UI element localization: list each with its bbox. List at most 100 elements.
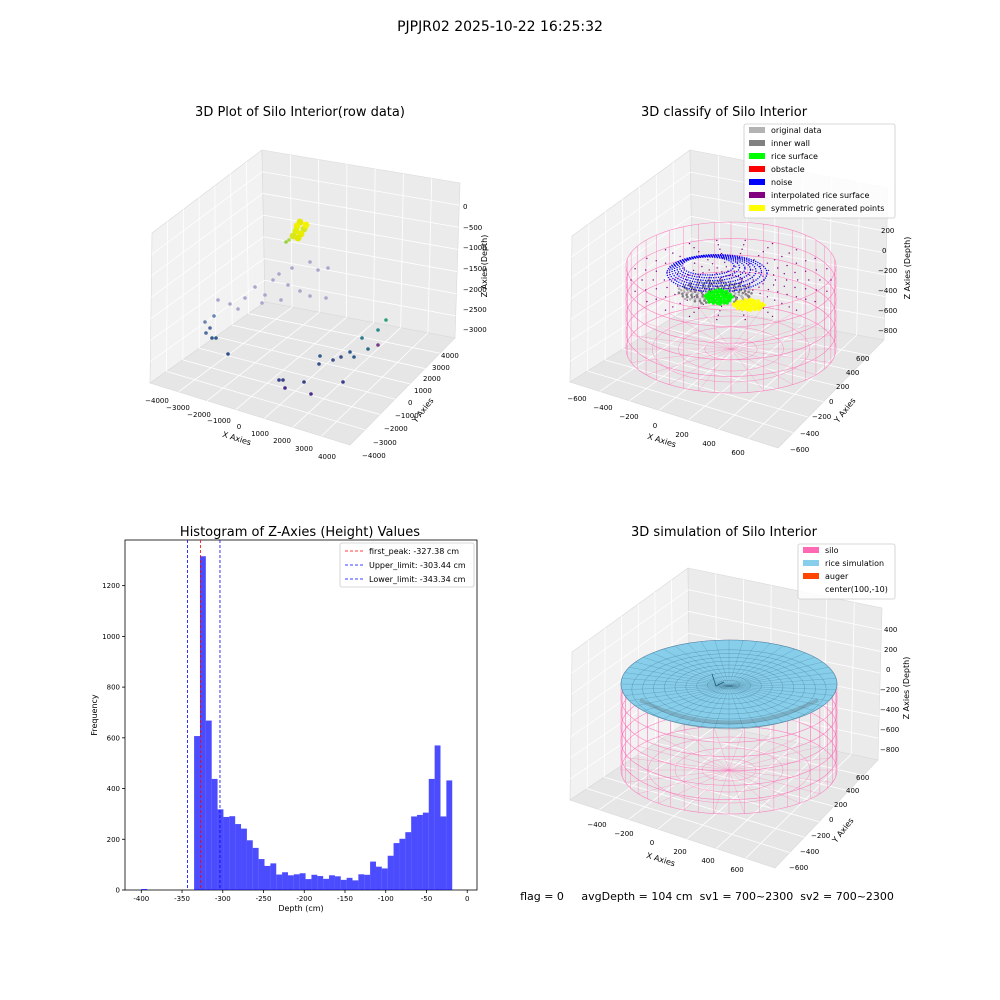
interpolated-point [716,318,718,321]
simulation-y-tick: 200 [834,801,847,809]
simulation-legend-label: center(100,-10) [825,585,888,594]
simulation-y-tick: 600 [856,774,869,782]
grid-line [748,334,857,439]
interpolated-point [655,270,658,272]
interpolated-point [720,305,723,308]
raw-x-tick: 1000 [251,430,269,438]
rice-surface-mesh-spoke [728,648,795,687]
raw-point [286,283,290,287]
raw-point [210,336,214,340]
raw-y-tick: 1000 [414,387,432,395]
grid-line [263,236,458,272]
histogram-bar [434,745,441,890]
interpolated-point [804,270,807,272]
simulation-z-tick: 0 [886,666,890,674]
raw-point [284,240,288,244]
inner-wall-point [705,301,708,304]
grid-line [427,178,433,333]
rice-surface-mesh-spoke [728,685,771,725]
interpolated-point [795,309,798,311]
grid-line [629,314,748,402]
histogram-x-tick-label: -200 [296,895,312,903]
interpolated-point [737,275,739,278]
simulation-y-tick: −200 [811,832,830,840]
simulation-legend-swatch [803,573,819,579]
classify-legend-swatch [749,127,765,133]
raw-z-tick: 0 [463,203,467,211]
interpolated-point [720,252,723,255]
grid-line [571,193,692,279]
classify-y-tick: −400 [800,430,819,438]
inner-wall-point [685,293,688,297]
rice-surface-point [725,289,729,293]
symmetric-point [759,306,763,310]
raw-x-tick: 0 [237,423,241,431]
classify-y-tick: −200 [812,413,831,421]
interpolated-point [739,276,741,279]
symmetric-point [745,308,749,312]
classify-z-tick: −800 [878,327,897,335]
inner-wall-point [698,299,702,303]
raw-point [352,355,356,359]
inner-wall-point [743,289,747,293]
grid-line [587,788,790,853]
rice-surface-point [715,302,719,305]
simulation-y-tick: −600 [789,864,808,872]
grid-line [289,154,293,308]
rice-surface-mesh-spoke [620,683,730,687]
histogram-bar [329,875,335,890]
simulation-y-ticks: −600 −400 −200 0 200 400 600 [789,774,869,872]
interpolated-point [767,269,770,272]
simulation-x-tick: 600 [730,866,743,874]
grid-line [628,731,744,820]
raw-x-tick: 4000 [318,453,336,461]
interpolated-point [664,249,667,251]
classify-y-tick: 0 [829,398,833,406]
classify-z-ticks: 200 0 −200 −400 −600 −800 [878,227,897,335]
inner-wall-point [693,300,697,303]
interpolated-point [752,269,754,271]
interpolated-point [707,259,709,261]
interpolated-point [664,262,667,264]
inner-wall-point [700,301,703,305]
interpolated-point [716,239,718,242]
simulation-z-tick: −200 [880,686,899,694]
classify-x-tick: −400 [593,404,612,412]
interpolated-point [804,288,807,290]
interpolated-point [741,248,743,250]
rice-surface-point [706,292,710,296]
classify-y-ticks: −600 −400 −200 0 200 400 600 [790,355,869,454]
interpolated-point [693,296,696,298]
rice-surface-mesh-spoke [728,678,837,687]
raw-point [366,347,370,351]
simulation-legend-swatch [803,560,819,566]
rice-surface-mesh-spoke [728,685,823,707]
interpolated-point [749,274,751,276]
rice-surface-point [730,295,734,299]
interpolated-point [630,279,632,281]
classify-z-tick: −400 [878,287,897,295]
simulation-legend-swatch [803,547,819,553]
interpolated-point [758,272,760,274]
raw-point [339,355,343,359]
interpolated-point [814,300,816,303]
raw-x-ticks: −4000 −3000 −2000 −1000 0 1000 2000 3000… [145,397,336,461]
rice-surface-mesh-spoke [728,667,829,687]
rice-surface-mesh-spoke [621,685,730,690]
symmetric-point [753,308,757,312]
rice-surface-mesh-spoke [624,685,730,696]
histogram-panel: Histogram of Z-Axies (Height) Values -40… [90,525,478,913]
histogram-bar [241,828,247,890]
classify-x-tick: −200 [619,413,638,421]
histogram-y-tick-label: 0 [116,887,120,895]
symmetric-point [731,302,735,306]
histogram-bar [323,878,330,890]
histogram-bar [370,861,376,890]
interpolated-point [688,315,691,318]
histogram-bar [393,843,400,890]
simulation-x-tick: 200 [673,848,686,856]
classify-legend-swatch [749,140,765,146]
symmetric-point [748,309,752,313]
histogram-bar [387,855,394,890]
grid-line [745,754,852,859]
